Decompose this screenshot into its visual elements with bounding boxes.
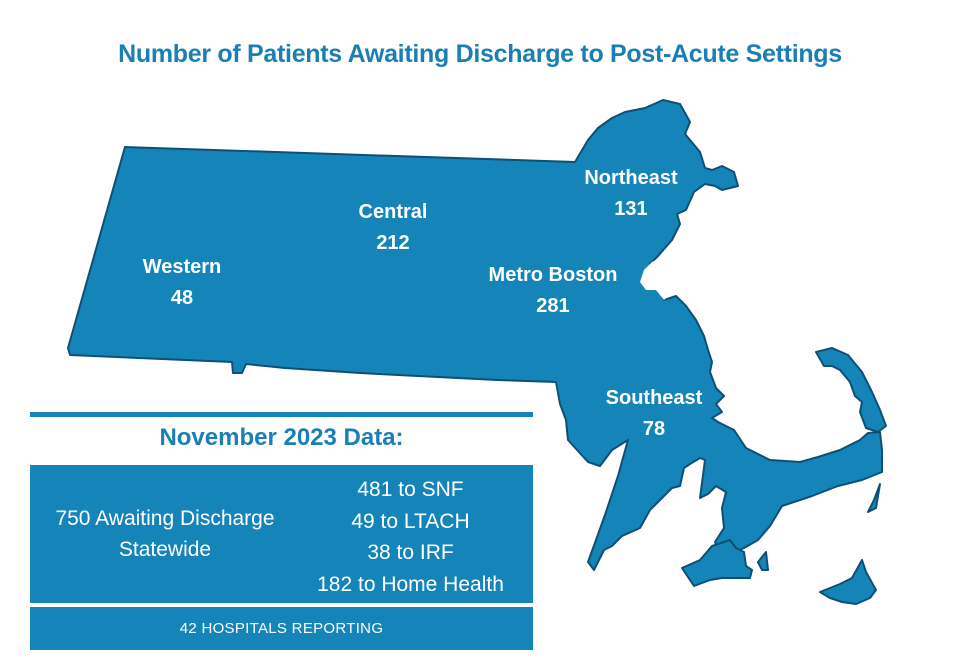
- region-central: Central 212: [359, 197, 428, 259]
- statewide-total-line1: 750 Awaiting Discharge: [55, 507, 275, 530]
- summary-divider: [30, 412, 533, 417]
- map-marthas-vineyard: [681, 539, 753, 587]
- hospitals-reporting: 42 HOSPITALS REPORTING: [30, 607, 533, 650]
- region-value: 131: [614, 198, 648, 220]
- map-mainland: [67, 99, 883, 571]
- summary-box: 750 Awaiting Discharge Statewide 481 to …: [30, 465, 533, 603]
- statewide-total: 750 Awaiting Discharge Statewide: [30, 503, 300, 565]
- statewide-total-line2: Statewide: [118, 538, 212, 561]
- region-western: Western 48: [143, 252, 222, 314]
- breakdown-ltach: 49 to LTACH: [351, 509, 470, 533]
- region-metro-boston: Metro Boston 281: [489, 260, 618, 322]
- region-value: 212: [376, 232, 410, 254]
- map-nantucket: [819, 559, 877, 605]
- region-label: Central: [358, 201, 428, 223]
- region-label: Western: [142, 256, 222, 278]
- map-cape-cod: [815, 347, 887, 433]
- region-label: Northeast: [584, 167, 678, 189]
- region-value: 281: [536, 295, 570, 317]
- setting-breakdown: 481 to SNF 49 to LTACH 38 to IRF 182 to …: [288, 474, 533, 600]
- region-label: Metro Boston: [488, 264, 618, 286]
- summary-heading: November 2023 Data:: [159, 424, 404, 451]
- map-chappaquiddick: [757, 551, 769, 571]
- breakdown-home-health: 182 to Home Health: [317, 572, 504, 596]
- region-value: 48: [170, 287, 194, 309]
- breakdown-snf: 481 to SNF: [357, 478, 464, 501]
- region-northeast: Northeast 131: [584, 163, 677, 225]
- region-value: 78: [642, 418, 666, 440]
- breakdown-irf: 38 to IRF: [367, 541, 454, 564]
- region-southeast: Southeast 78: [606, 383, 703, 445]
- page-title: Number of Patients Awaiting Discharge to…: [118, 40, 842, 68]
- region-label: Southeast: [605, 387, 703, 409]
- map-monomoy: [867, 483, 881, 513]
